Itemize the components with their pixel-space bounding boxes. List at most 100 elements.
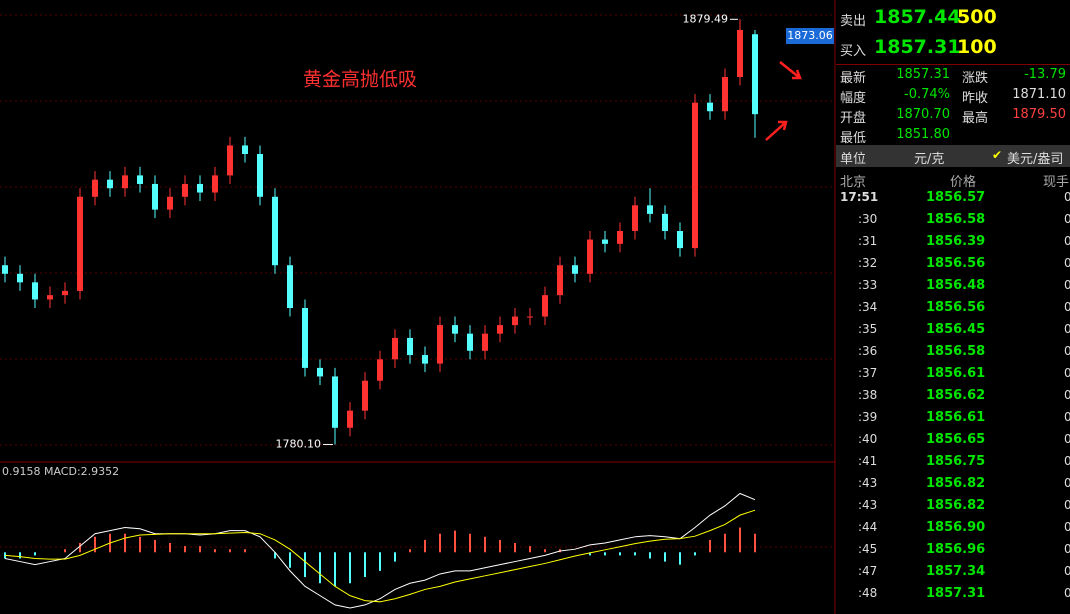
label: 买入 — [840, 44, 867, 59]
time: :35 — [858, 322, 878, 336]
stat-label: 昨收 — [962, 91, 989, 106]
candle-body — [107, 179, 113, 189]
candle-body — [572, 265, 578, 274]
header: 北京 — [840, 175, 867, 190]
stat-label: 最新 — [840, 71, 867, 86]
candle-body — [242, 145, 248, 154]
candle-body — [692, 102, 698, 249]
stat-label: 涨跌 — [962, 71, 989, 86]
candle-body — [662, 213, 668, 231]
price: 1856.96 — [926, 542, 986, 557]
stat-value: -0.74% — [904, 87, 950, 102]
volume: 0 — [1064, 564, 1070, 578]
stat-value: -13.79 — [1024, 67, 1066, 82]
candle-body — [482, 333, 488, 351]
price: 1856.57 — [926, 190, 986, 205]
stat-value: 1870.70 — [896, 107, 950, 122]
header: 现手 — [1043, 175, 1070, 190]
price: 1857.44 — [874, 6, 961, 28]
price: 1857.31 — [926, 586, 986, 601]
volume: 0 — [1064, 498, 1070, 512]
stat-value: 1871.10 — [1012, 87, 1066, 102]
volume: 100 — [957, 36, 997, 58]
candle-body — [602, 239, 608, 244]
candle-body — [287, 265, 293, 308]
price: 1856.62 — [926, 388, 986, 403]
volume: 0 — [1064, 322, 1070, 336]
price: 1856.90 — [926, 520, 986, 535]
candle-body — [317, 367, 323, 377]
check-icon: ✔ — [992, 148, 1003, 162]
candle-body — [752, 34, 758, 115]
candle-body — [437, 325, 443, 364]
stat-value: 1857.31 — [896, 67, 950, 82]
candle-body — [92, 179, 98, 197]
candle-body — [47, 295, 53, 300]
candle-body — [377, 359, 383, 381]
price-tag — [786, 28, 834, 44]
volume: 0 — [1064, 542, 1070, 556]
candle-body — [362, 380, 368, 411]
candle-body — [212, 175, 218, 193]
candle-body — [647, 205, 653, 214]
time: :38 — [858, 388, 878, 402]
macd-title: 0.9158 MACD:2.9352 — [2, 465, 119, 478]
volume: 0 — [1064, 234, 1070, 248]
price: 1856.61 — [926, 410, 986, 425]
candle-body — [332, 376, 338, 428]
time: :34 — [858, 300, 878, 314]
candle-body — [392, 337, 398, 360]
time: :32 — [858, 256, 878, 270]
volume: 0 — [1064, 278, 1070, 292]
price: 1856.61 — [926, 366, 986, 381]
time: :44 — [858, 520, 878, 534]
candle-body — [32, 282, 38, 300]
time: :39 — [858, 410, 878, 424]
volume: 0 — [1064, 432, 1070, 446]
label: 卖出 — [840, 14, 867, 29]
stat-label: 最低 — [840, 131, 867, 146]
price: 1856.56 — [926, 256, 986, 271]
candle-body — [632, 205, 638, 231]
price: 1856.82 — [926, 498, 986, 513]
candle-body — [452, 325, 458, 334]
arrow — [779, 61, 802, 80]
bidask — [836, 0, 1070, 65]
price: 1856.58 — [926, 212, 986, 227]
time: :40 — [858, 432, 878, 446]
time: :37 — [858, 366, 878, 380]
price: 1856.39 — [926, 234, 986, 249]
volume: 0 — [1064, 366, 1070, 380]
candle-body — [497, 325, 503, 334]
candle-body — [407, 337, 413, 356]
candle-body — [257, 154, 263, 197]
stat-value: 1879.50 — [1012, 107, 1066, 122]
candle-body — [347, 410, 353, 428]
price: 1856.82 — [926, 476, 986, 491]
candle-body — [152, 183, 158, 210]
candle-body — [467, 333, 473, 351]
candle-body — [677, 231, 683, 249]
unit-label: 单位 — [840, 152, 867, 167]
volume: 500 — [957, 6, 997, 28]
header: 价格 — [950, 175, 977, 190]
macd-line — [4, 492, 756, 609]
price: 1857.31 — [874, 36, 961, 58]
candle-body — [77, 196, 83, 291]
stat-value: 1851.80 — [896, 127, 950, 142]
price: 1856.56 — [926, 300, 986, 315]
volume: 0 — [1064, 410, 1070, 424]
time: :31 — [858, 234, 878, 248]
time: :48 — [858, 586, 878, 600]
time: :45 — [858, 542, 878, 556]
time: :41 — [858, 454, 878, 468]
volume: 0 — [1064, 454, 1070, 468]
price: 1856.58 — [926, 344, 986, 359]
volume: 0 — [1064, 520, 1070, 534]
stat-label: 幅度 — [840, 91, 867, 106]
candle-body — [527, 316, 533, 318]
volume: 0 — [1064, 586, 1070, 600]
time: :30 — [858, 212, 878, 226]
candle-body — [167, 196, 173, 210]
